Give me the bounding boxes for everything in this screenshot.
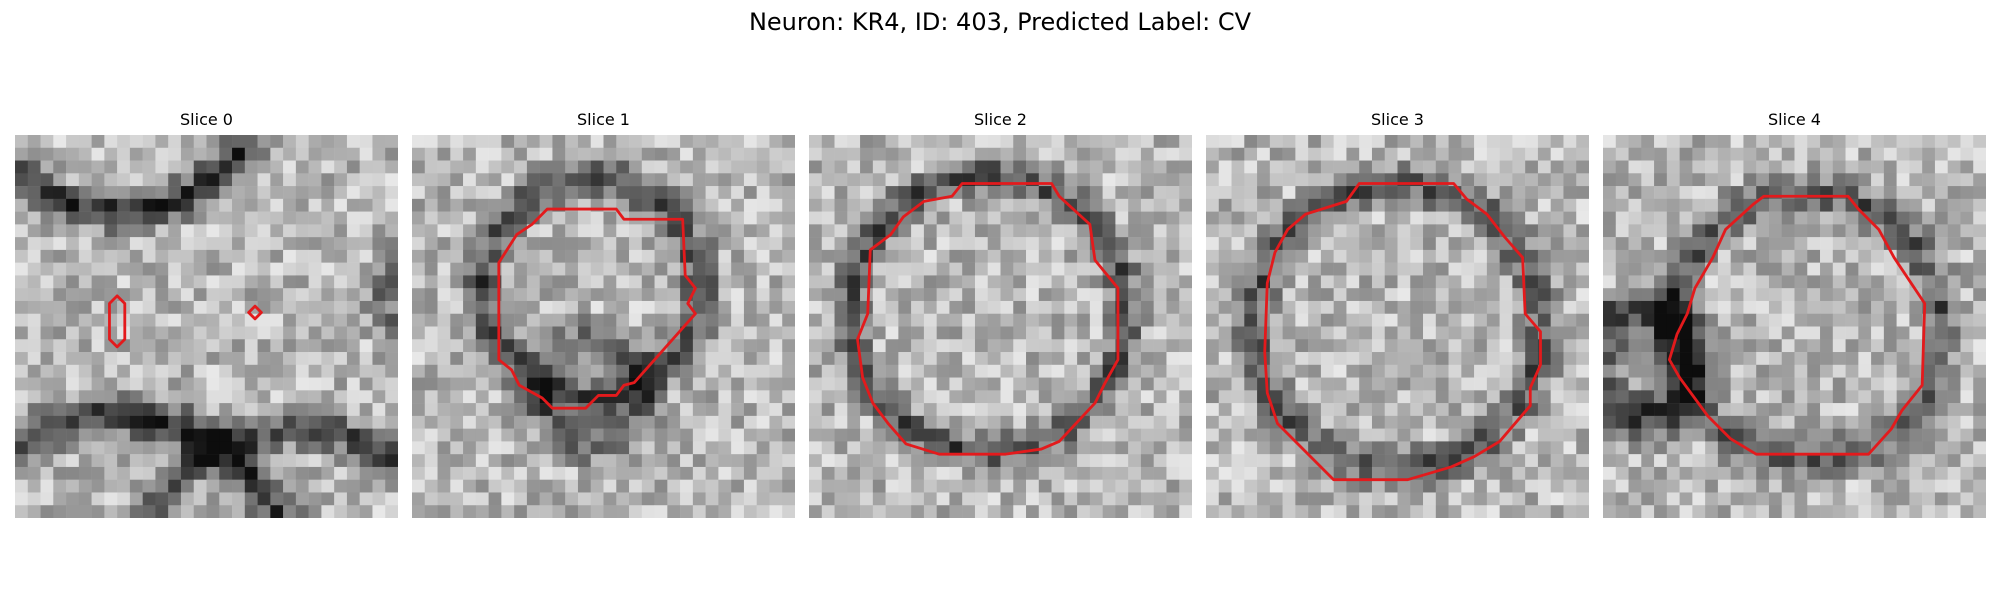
slice-image (1603, 135, 1986, 518)
slice-title: Slice 0 (15, 110, 398, 129)
figure-title: Neuron: KR4, ID: 403, Predicted Label: C… (0, 8, 2000, 36)
slice-title: Slice 4 (1603, 110, 1986, 129)
slice-title: Slice 3 (1206, 110, 1589, 129)
slice-image (412, 135, 795, 518)
slice-image (1206, 135, 1589, 518)
slice-image (809, 135, 1192, 518)
slice-title: Slice 2 (809, 110, 1192, 129)
slice-title: Slice 1 (412, 110, 795, 129)
slice-image (15, 135, 398, 518)
